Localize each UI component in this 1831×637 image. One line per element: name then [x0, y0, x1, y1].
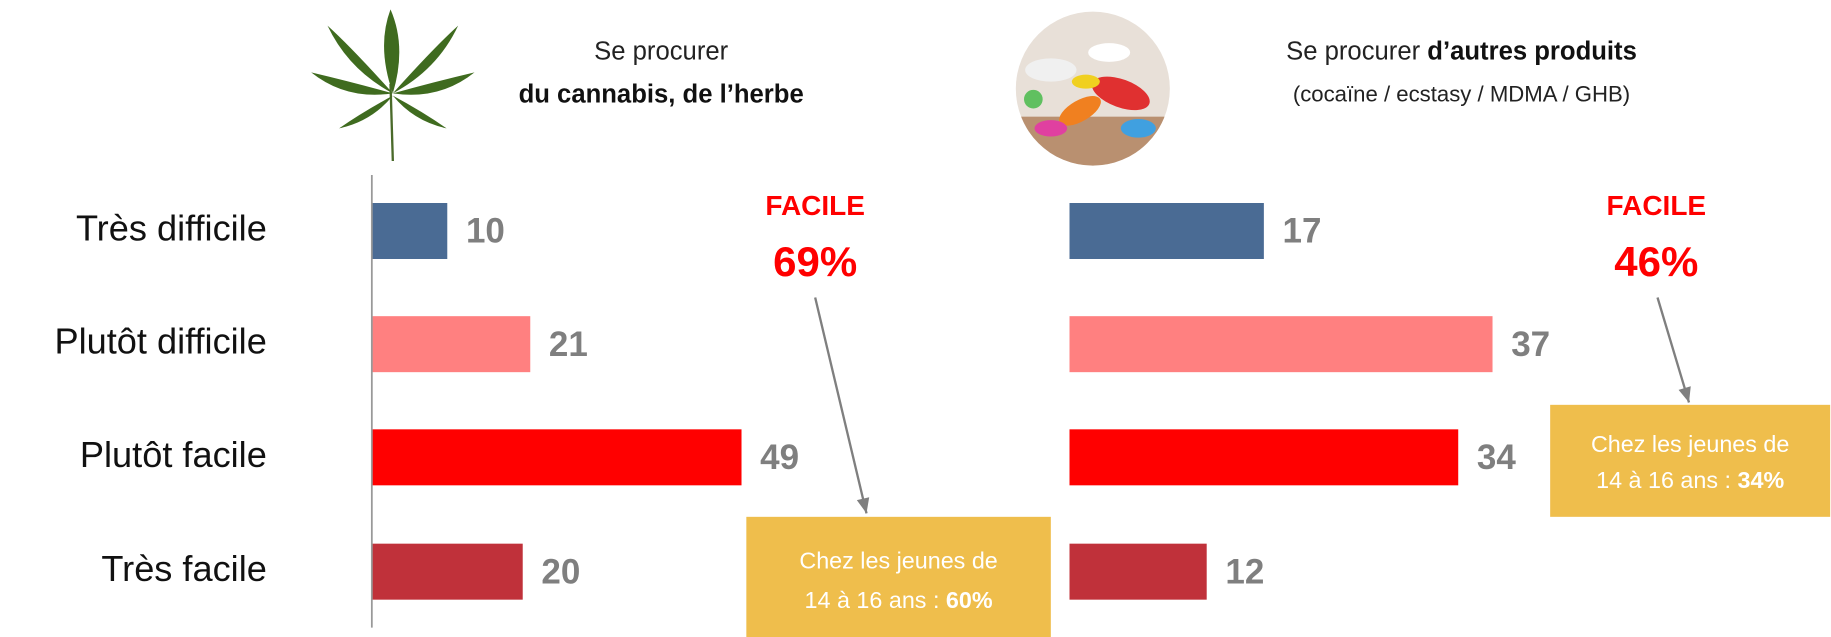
bar — [372, 429, 742, 485]
category-label: Plutôt facile — [80, 434, 267, 475]
note-text-part: 14 à 16 ans : — [805, 587, 940, 613]
value-label: 10 — [466, 212, 505, 251]
category-label: Très facile — [101, 548, 266, 589]
note-value: 60% — [946, 587, 993, 613]
bar — [1070, 544, 1207, 600]
value-label: 49 — [760, 438, 799, 477]
value-label: 37 — [1511, 325, 1550, 364]
note-text: Chez les jeunes de — [799, 547, 997, 573]
bar — [372, 316, 530, 372]
arrow — [815, 298, 866, 514]
page: Se procurer du cannabis, de l’herbe Très d… — [0, 0, 1831, 637]
chart-title-bold: du cannabis, de l’herbe — [519, 80, 804, 108]
bar — [372, 203, 447, 259]
category-label: Plutôt difficile — [54, 321, 266, 362]
value-label: 12 — [1225, 552, 1264, 591]
value-label: 21 — [549, 325, 588, 364]
highlight-value: 46% — [1614, 238, 1698, 285]
pills-icon — [1016, 12, 1179, 175]
bar — [1070, 203, 1264, 259]
arrow-head — [857, 497, 869, 513]
bar — [372, 544, 523, 600]
note-text: Chez les jeunes de — [1591, 431, 1789, 457]
value-label: 20 — [541, 552, 580, 591]
highlight-label: FACILE — [1607, 190, 1707, 221]
chart-title: Se procurer d’autres produits — [1286, 37, 1637, 65]
arrow-head — [1679, 386, 1691, 402]
chart: Se procurer du cannabis, de l’herbe Très d… — [0, 0, 1831, 637]
title-part: Se procurer — [1286, 37, 1421, 65]
note-value: 34% — [1738, 467, 1785, 493]
cannabis-icon — [311, 9, 474, 161]
highlight-label: FACILE — [765, 190, 865, 221]
category-label: Très difficile — [76, 208, 267, 249]
title-bold-part: d’autres produits — [1427, 37, 1637, 65]
chart-subtitle: (cocaïne / ecstasy / MDMA / GHB) — [1293, 82, 1630, 107]
chart-title: Se procurer — [594, 37, 729, 65]
note-box — [746, 517, 1051, 637]
note-text-part: 14 à 16 ans : — [1596, 467, 1731, 493]
value-label: 17 — [1283, 212, 1322, 251]
arrow — [1658, 298, 1690, 403]
highlight-value: 69% — [773, 238, 857, 285]
note-text: 14 à 16 ans : 34% — [1596, 467, 1784, 493]
bar — [1070, 429, 1459, 485]
note-text: 14 à 16 ans : 60% — [805, 587, 993, 613]
value-label: 34 — [1477, 438, 1516, 477]
bar — [1070, 316, 1493, 372]
note-box — [1550, 405, 1830, 517]
